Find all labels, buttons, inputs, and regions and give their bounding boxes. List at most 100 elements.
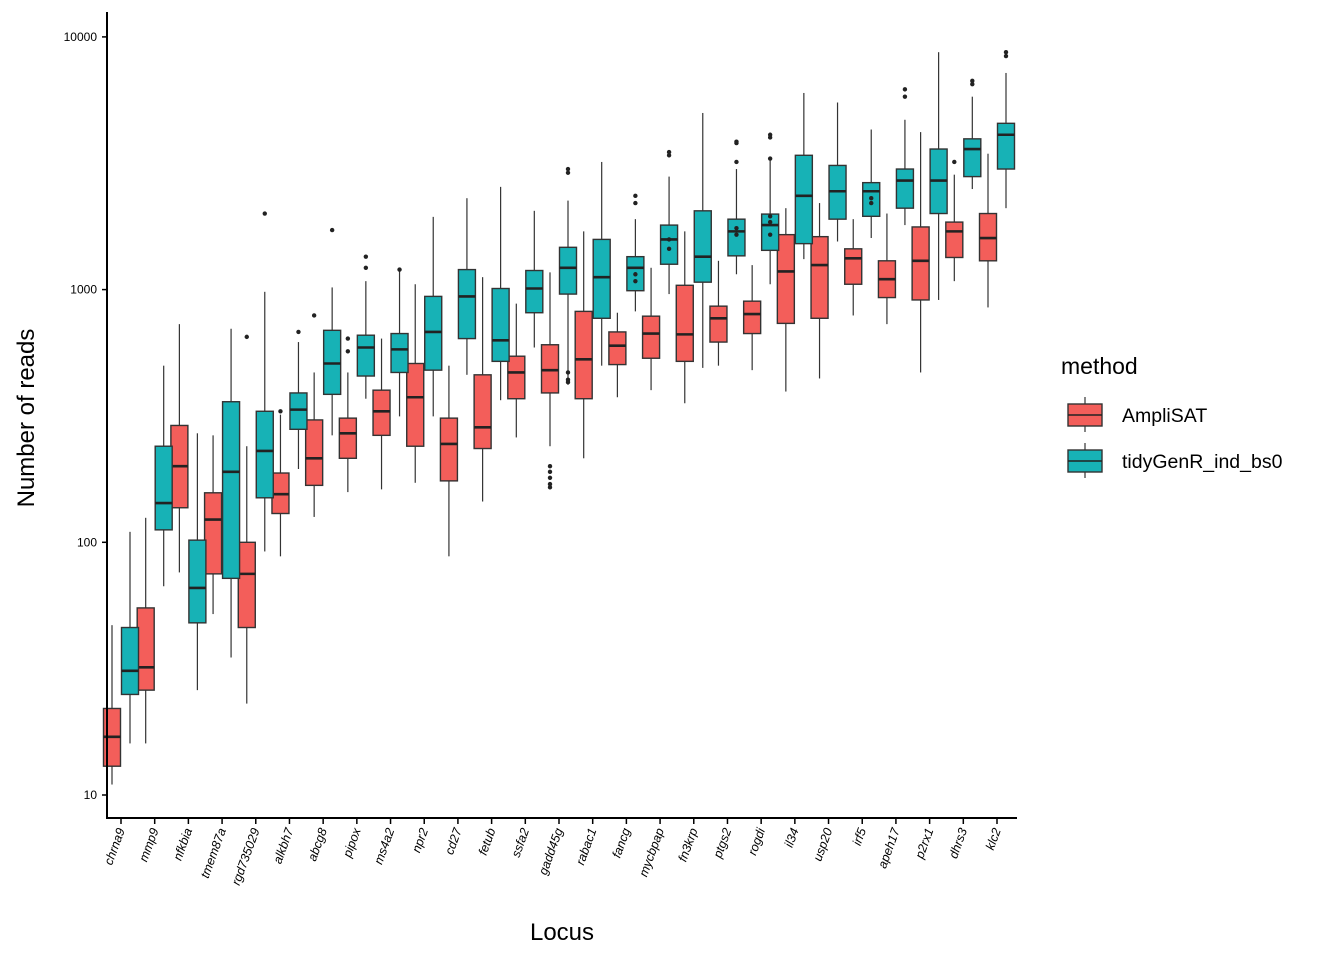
outlier-point (767, 214, 773, 219)
x-tick-label: p2rx1 (912, 826, 936, 861)
x-tick-label: rabac1 (573, 826, 599, 867)
outlier-point (565, 170, 571, 175)
outlier-point (767, 232, 773, 237)
box-iqr (356, 334, 376, 377)
x-tick-label: fancg (610, 826, 634, 860)
outlier-point (547, 481, 553, 487)
y-axis: 10 100 1000 10000 (64, 12, 108, 819)
outlier-point (345, 349, 351, 354)
outlier-point (1003, 49, 1009, 55)
box-iqr (540, 344, 560, 394)
x-tick-label: ptgs2 (710, 826, 734, 861)
box-apeh17-tidyGenR_ind_bs0 (895, 87, 915, 226)
box-npr2-AmpliSAT (406, 284, 425, 483)
outlier-point (767, 156, 773, 161)
box-fetub-AmpliSAT (473, 277, 492, 502)
box-iqr (709, 305, 728, 343)
x-tick-label: apeh17 (875, 825, 903, 870)
outlier-point (902, 87, 908, 92)
box-iqr (844, 248, 863, 285)
box-alkbh7-tidyGenR_ind_bs0 (289, 329, 308, 470)
box-ssfa2-tidyGenR_ind_bs0 (525, 210, 544, 348)
outlier-point (666, 246, 672, 252)
box-cd27-AmpliSAT (439, 365, 459, 557)
box-iqr (203, 492, 223, 575)
outlier-point (767, 219, 773, 225)
box-iqr (742, 300, 762, 335)
box-apeh17-AmpliSAT (877, 213, 897, 325)
outlier-point (345, 336, 351, 341)
x-tick-label: nfkbia (171, 826, 196, 862)
box-iqr (810, 235, 829, 319)
box-iqr (760, 213, 780, 252)
outlier-point (363, 265, 369, 270)
box-gadd45g-AmpliSAT (540, 272, 560, 490)
box-klc2-tidyGenR_ind_bs0 (996, 49, 1016, 209)
box-nfkbia-tidyGenR_ind_bs0 (188, 433, 207, 691)
box-iqr (996, 122, 1016, 170)
x-tick-label: il34 (782, 826, 802, 849)
outlier-point (565, 370, 571, 375)
box-ptgs2-AmpliSAT (709, 260, 728, 366)
box-iqr (237, 541, 256, 629)
box-ms4a2-AmpliSAT (372, 338, 391, 490)
box-mycbpap-AmpliSAT (641, 267, 661, 391)
box-fancg-tidyGenR_ind_bs0 (626, 193, 645, 312)
x-tick-label: ssfa2 (509, 826, 532, 859)
box-iqr (592, 238, 611, 319)
box-rabac1-tidyGenR_ind_bs0 (592, 161, 611, 366)
box-alkbh7-AmpliSAT (271, 409, 290, 557)
box-iqr (289, 392, 308, 431)
outlier-point (970, 81, 975, 87)
x-tick-label: mycbpap (636, 826, 667, 878)
box-klc2-AmpliSAT (978, 153, 998, 308)
outlier-point (565, 166, 571, 172)
box-iqr (372, 389, 391, 437)
x-tick-label: tmem87a (198, 826, 229, 880)
box-iqr (457, 268, 477, 340)
outlier-point (547, 475, 553, 480)
outlier-point (311, 313, 317, 318)
outlier-point (734, 225, 739, 231)
x-tick-label: ms4a2 (371, 826, 397, 866)
box-npr2-tidyGenR_ind_bs0 (424, 216, 443, 417)
x-tick-label: abcg8 (305, 826, 330, 863)
legend-entry-tidyGenR_ind_bs0: tidyGenR_ind_bs0 (1067, 443, 1283, 478)
box-iqr (558, 246, 578, 295)
outlier-point (633, 193, 638, 199)
outlier-point (1003, 53, 1009, 59)
outlier-point (970, 78, 975, 84)
plot-area (102, 49, 1016, 785)
outlier-point (734, 139, 739, 144)
box-iqr (439, 417, 459, 482)
outlier-point (666, 237, 672, 242)
box-iqr (776, 233, 796, 325)
legend-entry-AmpliSAT: AmpliSAT (1067, 397, 1207, 432)
x-tick-label: usp20 (811, 826, 836, 863)
legend-title: method (1061, 353, 1138, 379)
box-pipox-AmpliSAT (338, 336, 358, 493)
box-iqr (406, 362, 425, 447)
box-nfkbia-AmpliSAT (170, 324, 189, 573)
box-ssfa2-AmpliSAT (507, 303, 526, 438)
box-gadd45g-tidyGenR_ind_bs0 (558, 166, 578, 385)
legend-label: tidyGenR_ind_bs0 (1122, 451, 1283, 473)
box-iqr (693, 210, 712, 283)
outlier-point (666, 153, 672, 158)
box-mycbpap-tidyGenR_ind_bs0 (659, 149, 679, 295)
box-rabac1-AmpliSAT (574, 231, 593, 459)
box-iqr (304, 419, 324, 487)
x-tick-label: pipox (340, 826, 364, 861)
box-fetub-tidyGenR_ind_bs0 (491, 186, 510, 401)
outlier-point (547, 469, 553, 475)
x-tick-label: mmp9 (136, 826, 161, 863)
x-tick-label: fn3krp (676, 826, 701, 863)
outlier-point (869, 200, 874, 206)
box-p2rx1-tidyGenR_ind_bs0 (929, 52, 948, 300)
box-iqr (188, 539, 207, 624)
box-iqr (574, 310, 593, 400)
box-p2rx1-AmpliSAT (911, 132, 930, 373)
box-chrna9-tidyGenR_ind_bs0 (120, 531, 140, 744)
outlier-point (329, 227, 335, 233)
